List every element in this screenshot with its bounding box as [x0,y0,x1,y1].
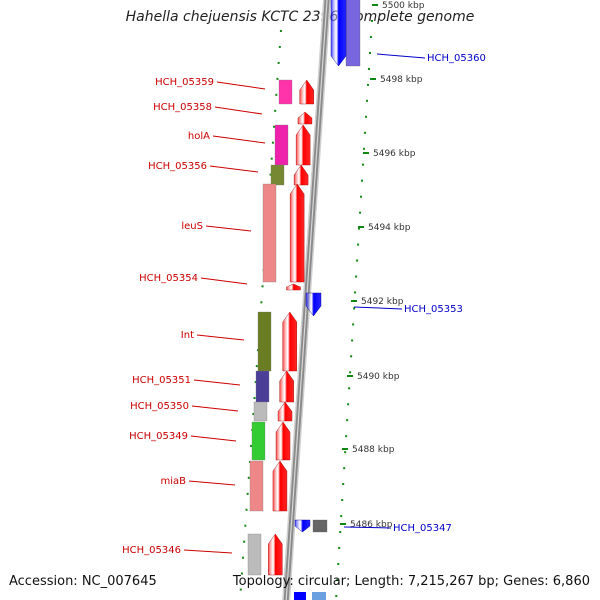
gene-leader-line [200,277,248,285]
ruler-label: 5496 kbp [373,149,416,159]
forward-gene-arrow [299,79,314,105]
forward-gene-arrow [279,370,294,403]
category-bar [262,183,277,283]
ruler-label: 5500 kbp [382,1,425,11]
accession-label: Accession: NC_007645 [9,574,157,589]
forward-gene-arrow [289,183,305,283]
gene-label: HCH_05346 [122,545,181,556]
gene-leader-line [214,106,263,115]
gene-leader-line [191,405,239,412]
outer-tick-guide [335,19,373,600]
category-bar [278,79,293,105]
ruler-label: 5494 kbp [368,223,411,233]
gene-label: miaB [160,476,186,487]
gene-leader-line [196,334,245,341]
gene-leader-line [353,306,403,310]
gene-leader-line [205,225,252,232]
forward-gene-arrow [272,460,288,512]
ruler-label: 5498 kbp [380,75,423,85]
gene-leader-line [183,549,233,554]
gene-leader-line [216,81,266,90]
forward-gene-arrow [282,311,297,372]
category-bar [253,401,268,422]
category-bar [312,519,328,533]
map-title: Hahella chejuensis KCTC 2396, complete g… [125,9,475,25]
reverse-gene-arrow [305,292,322,317]
ruler-label: 5488 kbp [352,445,395,455]
gene-leader-line [193,379,241,386]
gene-label: HCH_05351 [132,375,191,386]
ruler-label: 5492 kbp [361,297,404,307]
gene-label: HCH_05353 [404,304,463,315]
reverse-gene-arrow [294,519,311,533]
gene-label: HCH_05350 [130,401,189,412]
gene-label: holA [188,131,210,142]
forward-gene-arrow [295,124,311,166]
gene-label: HCH_05347 [393,523,452,534]
gene-leader-line [188,480,236,486]
category-bar [274,124,289,166]
gene-leader-line [212,135,266,144]
gene-leader-line [343,526,392,529]
genome-stats-label: Topology: circular; Length: 7,215,267 bp… [232,574,590,589]
reverse-gene-arrow [330,0,347,67]
category-bar [247,533,262,576]
category-bar [251,421,266,461]
gene-label: leuS [181,221,203,232]
forward-gene-arrow [268,533,283,576]
gene-label: HCH_05354 [139,273,198,284]
gene-label: Int [181,330,194,341]
gene-leader-line [190,435,237,442]
category-bar [345,0,361,67]
partial-category-bar [312,592,326,600]
category-bar [255,370,270,403]
gene-label: HCH_05356 [148,161,207,172]
forward-gene-arrow [297,111,313,125]
gene-label: HCH_05349 [129,431,188,442]
forward-gene-arrow [277,401,293,422]
gene-leader-line [376,53,426,59]
partial-gene [294,592,306,600]
forward-gene-arrow [275,421,291,461]
ruler-label: 5490 kbp [357,372,400,382]
gene-label: HCH_05359 [155,77,214,88]
category-bar [249,460,264,512]
category-bar [257,311,272,372]
gene-leader-line [209,165,259,173]
ruler-label: 5486 kbp [350,520,393,530]
gene-label: HCH_05358 [153,102,212,113]
forward-gene-arrow [293,164,309,186]
category-bar [270,164,285,186]
forward-gene-arrow [286,283,301,291]
gene-label: HCH_05360 [427,53,486,64]
